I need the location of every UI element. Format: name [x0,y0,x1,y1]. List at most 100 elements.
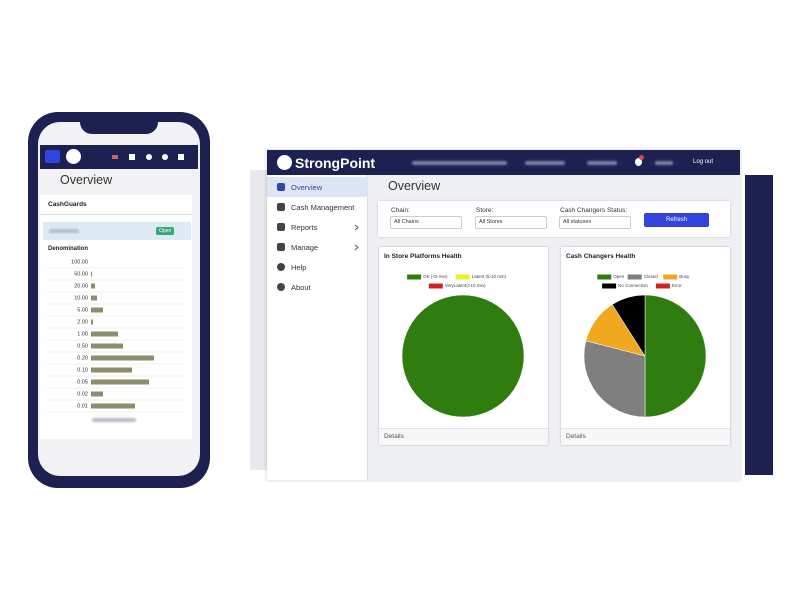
legend-swatch [602,283,617,289]
bar [91,319,93,325]
panel: Cash Changers Health Open Closed Busy No Co… [561,247,730,445]
panel-footer[interactable]: Details [379,428,548,445]
filter-label: Chain: [391,207,410,214]
category-label: 20.00 [74,283,88,289]
back-window [250,170,270,470]
category-label: 100.00 [71,259,88,265]
legend-label: Open [613,274,625,279]
pie-chart: Open Closed Busy No Connection Error [583,274,707,418]
category-label: 10.00 [74,295,88,301]
status-badge: Open [156,227,175,235]
denomination-chart: 100.00 50.00 20.00 10.00 5.00 2.00 1.00 0.50 0.2… [46,259,185,413]
blurred-text [587,161,617,165]
section-title: CashGuards [48,201,87,208]
category-label: 0.50 [77,343,88,349]
page-title: Overview [388,179,441,193]
category-label: 1.00 [77,331,88,337]
legend-label: No Connection [618,283,648,288]
menu-label: Help [291,262,307,272]
menu-label: Cash Management [291,202,355,212]
logout[interactable]: Log out [693,159,714,165]
decor-block [745,175,773,475]
logout-icon[interactable] [178,154,184,160]
menu-label: Overview [291,182,323,192]
phone-notch [80,112,158,134]
filter-label: Store: [476,207,494,214]
legend-swatch [663,274,678,280]
bar [91,295,97,301]
column-header: Denomination [48,246,88,252]
device-row[interactable]: Open [43,222,191,240]
menu-label: Reports [291,222,318,232]
legend-swatch [428,283,443,289]
menu-item[interactable]: Overview [267,177,368,197]
filter-select[interactable]: All Chains [390,216,462,229]
category-label: 0.02 [77,391,88,397]
footer-label: Details [384,433,404,440]
sidebar: Overview Cash Management Reports Manage … [267,175,368,480]
logo [277,155,292,170]
chevron [354,224,359,231]
filter-bar: Chain: All Chains Store: All Stores Cash… [378,201,730,237]
menu-button[interactable] [45,150,60,163]
top-bar: StrongPoint Log out [267,150,740,175]
page-title: Overview [60,173,113,187]
legend-swatch [407,274,422,280]
menu-item[interactable]: About [267,277,368,297]
blurred-text [49,229,79,233]
status-icon[interactable] [146,154,152,160]
menu-item[interactable]: Cash Management [267,197,368,217]
pie-chart: OK (<5 min) Latent (5-10 min) VeryLatent(>… [401,274,525,418]
alerts-icon[interactable] [635,158,642,166]
pie-slice [611,294,646,357]
filter-select[interactable]: All statuses [559,216,631,229]
section-body [40,215,192,439]
panel: In Store Platforms Health OK (<5 min) Lat… [379,247,548,445]
panel-title: In Store Platforms Health [384,253,462,260]
bar [91,379,149,385]
logo [66,149,81,164]
bar [91,343,123,349]
category-label: 0.10 [77,367,88,373]
flag [112,155,118,159]
section-header[interactable]: CashGuards [40,195,192,215]
menu-label: Manage [291,242,319,252]
menu-item[interactable]: Reports [267,217,368,237]
category-label: 0.01 [77,403,88,409]
legend-swatch [455,274,470,280]
bar [91,283,95,289]
legend-label: OK (<5 min) [423,274,448,279]
legend-label: Error [672,283,683,288]
blurred-text [412,161,507,165]
pie-slice [583,340,646,418]
menu-item[interactable]: Help [267,257,368,277]
pie-slice [401,294,525,418]
filter-select[interactable]: All Stores [475,216,547,229]
category-label: 5.00 [77,307,88,313]
legend-label: Busy [679,274,690,279]
footer-label: Details [566,433,586,440]
panel-title: Cash Changers Health [566,253,636,260]
pie-slice [644,294,707,418]
legend-label: Closed [644,274,659,279]
legend-swatch [627,274,642,280]
chevron [354,244,359,251]
blurred-text [92,418,136,422]
category-label: 0.05 [77,379,88,385]
bar [91,367,132,373]
legend-label: VeryLatent(>10 min) [445,283,486,288]
panel-footer[interactable]: Details [561,428,730,445]
blurred-text [655,161,673,165]
category-label: 0.20 [77,355,88,361]
menu-label: About [291,282,311,292]
category-label: 2.00 [77,319,88,325]
refresh-button[interactable]: Refresh [644,213,709,227]
phone-screen: Overview CashGuards Open Denomination [38,122,200,476]
menu-item[interactable]: Manage [267,237,368,257]
cart-icon[interactable] [129,154,135,160]
user-icon[interactable] [162,154,168,160]
bar [91,331,118,337]
alert-badge [639,155,644,160]
filter-label: Cash Changers Status: [560,207,628,214]
